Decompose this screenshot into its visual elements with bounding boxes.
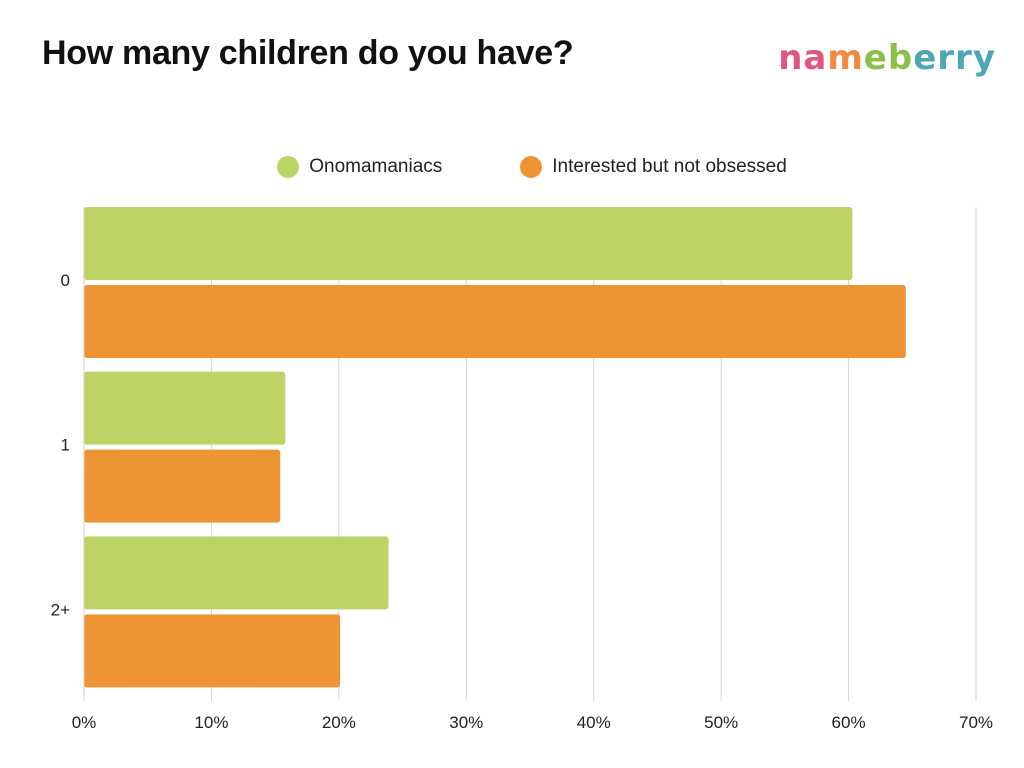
legend-label-onomamaniacs: Onomamaniacs bbox=[309, 156, 443, 177]
logo-letter: n bbox=[778, 38, 804, 78]
bar-onomamaniacs-2 bbox=[84, 536, 389, 610]
x-tick-label: 60% bbox=[832, 713, 866, 732]
x-tick-label: 50% bbox=[704, 713, 738, 732]
legend-label-interested: Interested but not obsessed bbox=[552, 156, 787, 177]
x-tick-label: 10% bbox=[194, 713, 228, 732]
bar-onomamaniacs-0 bbox=[84, 207, 853, 280]
logo-letter: y bbox=[972, 38, 996, 78]
x-tick-label: 20% bbox=[322, 713, 356, 732]
logo-letter: b bbox=[887, 38, 914, 78]
logo-letter: m bbox=[827, 38, 864, 78]
legend-swatch-interested bbox=[520, 156, 543, 178]
logo-letter: r bbox=[937, 38, 956, 78]
legend-item-interested: Interested but not obsessed bbox=[480, 156, 787, 178]
bar-interested-1 bbox=[84, 449, 281, 523]
logo-letter: r bbox=[955, 38, 973, 78]
logo-letter: e bbox=[913, 38, 938, 78]
logo-letter: e bbox=[863, 38, 888, 78]
bar-interested-0 bbox=[84, 285, 906, 358]
nameberry-logo: nameberry bbox=[778, 38, 996, 78]
logo-letter: a bbox=[803, 38, 828, 78]
legend-item-onomamaniacs: Onomamaniacs bbox=[277, 156, 442, 178]
legend-swatch-onomamaniacs bbox=[277, 156, 300, 178]
y-category-label: 0 bbox=[61, 271, 70, 290]
y-category-label: 1 bbox=[61, 436, 70, 455]
chart-legend: Onomamaniacs Interested but not obsessed bbox=[0, 156, 1024, 178]
x-tick-label: 0% bbox=[72, 713, 97, 732]
x-tick-label: 30% bbox=[449, 713, 483, 732]
x-tick-label: 40% bbox=[577, 713, 611, 732]
bar-interested-2 bbox=[84, 614, 341, 688]
chart-title: How many children do you have? bbox=[42, 34, 574, 72]
y-category-label: 2+ bbox=[51, 600, 70, 619]
x-tick-label: 70% bbox=[959, 713, 993, 732]
bar-onomamaniacs-1 bbox=[84, 371, 286, 445]
